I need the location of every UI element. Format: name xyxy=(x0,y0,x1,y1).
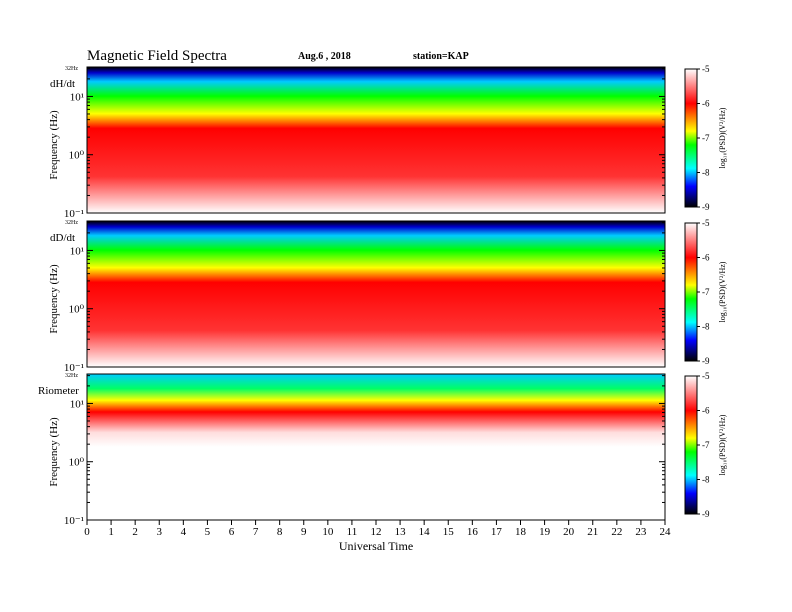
x-tick-label: 1 xyxy=(108,526,114,538)
colorbar-tick-label: -6 xyxy=(702,406,710,416)
x-tick-label: 4 xyxy=(181,526,187,538)
y-tick-label: 10⁰ xyxy=(69,304,85,316)
x-tick-label: 10 xyxy=(322,526,334,538)
colorbar-tick-label: -9 xyxy=(702,202,710,212)
colorbar xyxy=(684,375,698,515)
x-tick-label: 0 xyxy=(84,526,90,538)
colorbar-tick-label: -7 xyxy=(702,133,710,143)
spectrogram-image xyxy=(87,67,665,213)
x-tick-label: 11 xyxy=(347,526,358,538)
y-tick-label: 10¹ xyxy=(70,398,84,410)
x-tick-label: 12 xyxy=(371,526,382,538)
colorbar-tick-label: -5 xyxy=(702,371,710,381)
colorbar-label: log₁₀(PSD)(V²/Hz) xyxy=(718,261,727,322)
x-tick-label: 2 xyxy=(132,526,138,538)
colorbar-label: log₁₀(PSD)(V²/Hz) xyxy=(718,414,727,475)
x-tick-label: 17 xyxy=(491,526,503,538)
x-tick-label: 22 xyxy=(611,526,622,538)
y-axis-label: Frequency (Hz) xyxy=(48,110,60,180)
colorbar xyxy=(684,68,698,208)
panel-label: dH/dt xyxy=(50,78,75,90)
colorbar xyxy=(684,222,698,362)
y-axis-label: Frequency (Hz) xyxy=(48,264,60,334)
colorbar-label: log₁₀(PSD)(V²/Hz) xyxy=(718,107,727,168)
spectrogram-image xyxy=(87,221,665,367)
colorbar-tick-label: -9 xyxy=(702,509,710,519)
y-tick-label: 10⁻¹ xyxy=(64,515,84,527)
colorbar-tick-label: -7 xyxy=(702,287,710,297)
x-tick-label: 8 xyxy=(277,526,283,538)
spectrogram-panel-2: dD/dt 32Hz 10¹ 10⁰ 10⁻¹ Frequency (Hz) -5 -6 -7 -… xyxy=(48,218,727,374)
figure-title: Magnetic Field Spectra xyxy=(87,48,227,64)
x-tick-label: 23 xyxy=(635,526,647,538)
y-tick-label: 10⁻¹ xyxy=(64,362,84,374)
colorbar-tick-label: -8 xyxy=(702,475,710,485)
spectrogram-image xyxy=(87,374,665,520)
y-tick-label: 10⁰ xyxy=(69,150,85,162)
colorbar-tick-label: -5 xyxy=(702,218,710,228)
colorbar-tick-label: -7 xyxy=(702,440,710,450)
x-tick-label: 19 xyxy=(539,526,551,538)
date-label: Aug.6 , 2018 xyxy=(298,51,351,62)
station-label: station=KAP xyxy=(413,51,469,62)
spectrogram-panel-1: dH/dt 32Hz 10¹ 10⁰ 10⁻¹ Frequency (Hz) -5 -6 -7 -… xyxy=(48,64,727,220)
colorbar-tick-label: -9 xyxy=(702,356,710,366)
y-tick-label: 10⁰ xyxy=(69,457,85,469)
panel-frame xyxy=(86,220,666,368)
x-tick-label: 20 xyxy=(563,526,575,538)
x-tick-label: 21 xyxy=(587,526,598,538)
panel-label: Riometer xyxy=(38,385,79,397)
y-tick-label: 10⁻¹ xyxy=(64,208,84,220)
x-tick-label: 16 xyxy=(467,526,479,538)
top-frequency-label: 32Hz xyxy=(65,66,78,72)
x-tick-label: 24 xyxy=(660,526,672,538)
x-tick-label: 6 xyxy=(229,526,235,538)
x-tick-label: 15 xyxy=(443,526,455,538)
top-frequency-label: 32Hz xyxy=(65,373,78,379)
x-tick-label: 13 xyxy=(395,526,407,538)
x-tick-label: 14 xyxy=(419,526,431,538)
y-tick-label: 10¹ xyxy=(70,91,84,103)
panel-frame xyxy=(86,66,666,214)
colorbar-tick-label: -6 xyxy=(702,253,710,263)
x-tick-label: 5 xyxy=(205,526,211,538)
x-tick-label: 9 xyxy=(301,526,307,538)
x-tick-label: 3 xyxy=(157,526,163,538)
colorbar-tick-label: -8 xyxy=(702,322,710,332)
colorbar-tick-label: -6 xyxy=(702,99,710,109)
x-tick-label: 7 xyxy=(253,526,259,538)
panel-label: dD/dt xyxy=(50,232,75,244)
colorbar-tick-label: -5 xyxy=(702,64,710,74)
y-axis-label: Frequency (Hz) xyxy=(48,417,60,487)
x-axis-label: Universal Time xyxy=(339,539,413,553)
x-tick-label: 18 xyxy=(515,526,527,538)
spectrogram-panel-3: Riometer 32Hz 10¹ 10⁰ 10⁻¹ Frequency (Hz) -5 -6… xyxy=(38,371,727,527)
y-tick-label: 10¹ xyxy=(70,245,84,257)
top-frequency-label: 32Hz xyxy=(65,220,78,226)
colorbar-tick-label: -8 xyxy=(702,168,710,178)
